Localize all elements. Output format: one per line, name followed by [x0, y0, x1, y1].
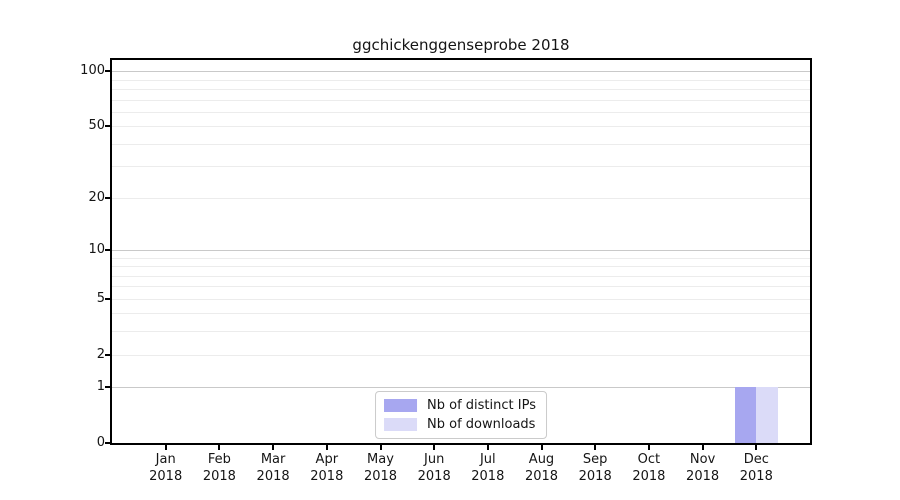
x-axis-tick: [433, 445, 436, 450]
y-axis-tick-label: 10: [88, 241, 105, 257]
y-axis-tick: [105, 70, 110, 73]
bar-downloads: [756, 387, 778, 443]
legend-swatch-downloads: [384, 418, 418, 431]
gridline-minor: [112, 79, 810, 81]
gridline-minor: [112, 111, 810, 113]
x-tick-month: Dec: [743, 452, 769, 467]
x-axis-tick-label: Oct 2018: [609, 451, 689, 485]
x-axis-tick-label: Feb 2018: [179, 451, 259, 485]
x-axis-tick: [755, 445, 758, 450]
y-axis-tick: [105, 442, 110, 444]
x-tick-month: Jun: [424, 452, 445, 467]
y-axis-tick-label: 5: [96, 290, 105, 306]
gridline-minor: [112, 331, 810, 333]
x-axis-tick-label: Dec 2018: [716, 451, 796, 485]
gridline-minor: [112, 166, 810, 168]
gridline-minor: [112, 313, 810, 315]
legend-label-distinct-ips: Nb of distinct IPs: [427, 398, 536, 413]
legend-swatch-distinct-ips: [384, 399, 418, 412]
x-tick-year: 2018: [310, 469, 344, 484]
y-axis-tick: [105, 248, 110, 251]
x-axis-tick: [272, 445, 275, 450]
x-tick-month: Feb: [207, 452, 231, 467]
x-tick-month: Jul: [479, 452, 496, 467]
x-tick-month: Oct: [637, 452, 661, 467]
gridline-minor: [112, 88, 810, 90]
y-axis-tick: [105, 353, 110, 356]
x-axis-tick-label: Aug 2018: [502, 451, 582, 485]
x-axis-tick-label: Sep 2018: [555, 451, 635, 485]
x-axis-tick: [594, 445, 597, 450]
y-axis-tick-label: 20: [88, 189, 105, 205]
x-tick-year: 2018: [632, 469, 666, 484]
y-axis-tick-label: 0: [96, 435, 105, 450]
y-axis-tick: [105, 297, 110, 300]
y-axis-tick-label: 2: [96, 346, 105, 362]
x-axis-tick: [647, 445, 650, 450]
y-axis-tick: [105, 386, 110, 389]
x-tick-year: 2018: [417, 469, 451, 484]
legend-item-downloads: Nb of downloads: [384, 417, 536, 432]
x-tick-month: Aug: [528, 452, 555, 467]
x-axis-tick-label: Nov 2018: [663, 451, 743, 485]
x-axis-tick-label: Jul 2018: [448, 451, 528, 485]
x-axis-tick: [164, 445, 167, 450]
x-tick-month: Sep: [582, 452, 608, 467]
x-tick-year: 2018: [578, 469, 612, 484]
x-tick-month: Nov: [689, 452, 716, 467]
legend-item-distinct-ips: Nb of distinct IPs: [384, 398, 536, 413]
gridline-minor: [112, 197, 810, 199]
x-tick-year: 2018: [149, 469, 183, 484]
x-tick-month: Jan: [155, 452, 176, 467]
legend-label-downloads: Nb of downloads: [427, 417, 536, 432]
gridline-minor: [112, 298, 810, 300]
x-tick-month: Apr: [315, 452, 339, 467]
gridline-minor: [112, 143, 810, 145]
y-axis-tick-label: 100: [80, 63, 105, 79]
x-axis-tick: [379, 445, 382, 450]
gridline-minor: [112, 354, 810, 356]
x-tick-month: Mar: [260, 452, 286, 467]
x-axis-tick-label: Jan 2018: [126, 451, 206, 485]
x-axis-tick-label: May 2018: [341, 451, 421, 485]
gridline-minor: [112, 275, 810, 277]
plot-area: Nb of distinct IPs Nb of downloads 0 1 2 5 1…: [80, 58, 812, 484]
x-axis-tick: [325, 445, 328, 450]
x-axis-tick-label: Mar 2018: [233, 451, 313, 485]
gridline-minor: [112, 126, 810, 128]
x-axis-tick: [218, 445, 221, 450]
legend: Nb of distinct IPs Nb of downloads: [375, 391, 547, 439]
y-axis-tick: [105, 125, 110, 128]
chart-title: ggchickenggenseprobe 2018: [352, 36, 570, 54]
y-axis-tick: [105, 196, 110, 199]
y-axis-tick-label: 50: [88, 118, 105, 134]
gridline-major: [112, 387, 810, 389]
x-tick-year: 2018: [363, 469, 398, 484]
y-axis-tick-label: 1: [96, 379, 105, 395]
x-tick-year: 2018: [686, 469, 720, 484]
bar-distinct-ips: [734, 387, 757, 443]
x-tick-year: 2018: [524, 469, 559, 484]
x-axis-tick: [540, 445, 543, 450]
gridline-minor: [112, 99, 810, 101]
x-axis-tick: [701, 445, 704, 450]
gridline-major: [112, 249, 810, 251]
gridline-minor: [112, 286, 810, 288]
gridline-major: [112, 71, 810, 73]
x-axis-tick: [486, 445, 489, 450]
x-axis-tick-label: Apr 2018: [287, 451, 367, 485]
gridline-minor: [112, 257, 810, 259]
x-tick-year: 2018: [256, 469, 290, 484]
x-axis-tick-label: Jun 2018: [394, 451, 474, 485]
gridline-minor: [112, 266, 810, 267]
x-tick-year: 2018: [471, 469, 505, 484]
x-tick-year: 2018: [202, 469, 236, 484]
x-tick-month: May: [367, 452, 394, 467]
x-tick-year: 2018: [739, 469, 773, 484]
